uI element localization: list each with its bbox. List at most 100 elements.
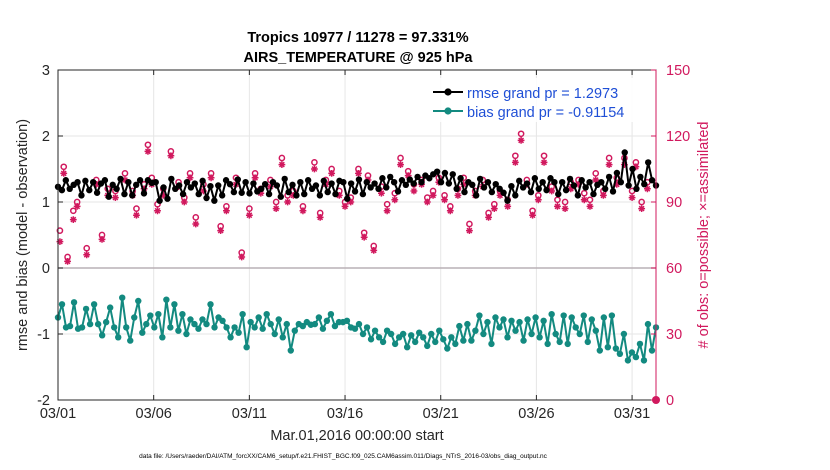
bias-point <box>102 318 110 326</box>
possible-obs-point <box>311 159 318 166</box>
rmse-point <box>500 189 507 196</box>
rmse-point <box>418 179 425 186</box>
rmse-point <box>258 185 265 192</box>
assimilated-obs-point <box>140 185 148 193</box>
rmse-point <box>199 177 206 185</box>
bias-point <box>82 305 90 313</box>
rmse-point <box>191 180 198 187</box>
bias-point <box>484 318 491 326</box>
bias-point <box>363 324 371 331</box>
rmse-point <box>125 179 132 186</box>
assimilated-obs-point <box>360 233 368 241</box>
rmse-point <box>586 179 593 186</box>
bias-point <box>460 337 467 344</box>
bias-point <box>492 314 499 321</box>
assimilated-obs-point <box>192 220 200 228</box>
rmse-point <box>66 185 73 192</box>
possible-obs-point <box>397 154 404 162</box>
bias-point <box>94 320 102 328</box>
x-axis-ticks: 03/01 03/06 03/11 03/16 03/21 03/26 03/31 <box>40 70 650 422</box>
bias-point <box>456 322 463 330</box>
rmse-point <box>504 197 511 204</box>
assimilated-obs-point <box>299 207 307 215</box>
bias-point <box>239 311 246 318</box>
assimilated-obs-point <box>272 205 280 212</box>
assimilated-obs-point <box>154 207 161 215</box>
rmse-point <box>648 177 656 184</box>
possible-obs-point <box>246 205 253 212</box>
rmse-point <box>426 175 433 182</box>
bias-point <box>640 357 648 364</box>
rmse-point <box>355 176 363 183</box>
rmse-point <box>398 177 406 184</box>
rmse-point <box>476 175 484 183</box>
bias-point <box>612 345 620 352</box>
rmse-point <box>179 190 187 198</box>
bias-point <box>584 338 591 346</box>
bias-point <box>223 324 230 331</box>
bias-point <box>556 338 563 346</box>
bias-point <box>299 322 307 330</box>
bias-point <box>532 314 539 321</box>
possible-obs-point <box>272 198 280 206</box>
assimilated-obs-point <box>311 165 318 173</box>
rmse-point <box>551 179 558 186</box>
rmse-point <box>605 173 613 181</box>
rmse-point <box>250 180 257 187</box>
left-y-tick-label: -1 <box>37 327 50 343</box>
rmse-point <box>535 185 542 192</box>
assimilated-obs-point <box>347 198 355 206</box>
possible-obs-point <box>592 170 600 177</box>
right-y-tick-label: 30 <box>666 327 682 343</box>
bias-point <box>167 324 174 331</box>
x-tick-label: 03/21 <box>423 406 459 422</box>
assimilated-obs-point <box>222 207 230 215</box>
bias-point <box>159 334 166 341</box>
rmse-point <box>344 195 351 202</box>
bias-point <box>287 347 294 354</box>
assimilated-obs-point <box>92 181 100 188</box>
bias-point <box>171 301 178 308</box>
rmse-point <box>512 192 519 199</box>
assimilated-obs-point <box>341 203 349 210</box>
bias-point <box>504 334 511 341</box>
rmse-point <box>152 179 159 186</box>
assimilated-obs-point <box>621 161 628 168</box>
assimilated-obs-point <box>133 211 140 219</box>
rmse-point <box>445 180 453 187</box>
bias-point <box>480 330 487 338</box>
assimilated-obs-point <box>167 152 175 160</box>
assimilated-obs-point <box>575 181 582 188</box>
right-axis-zero-marker <box>652 396 660 404</box>
chart-title-line2: AIRS_TEMPERATURE @ 925 hPa <box>243 50 473 66</box>
rmse-point <box>469 181 476 189</box>
bias-point <box>271 330 278 338</box>
rmse-point <box>74 179 81 186</box>
rmse-point <box>129 192 136 199</box>
right-y-tick-label: 150 <box>666 63 690 79</box>
bias-point <box>58 301 66 308</box>
rmse-point <box>347 180 355 187</box>
assimilated-obs-point <box>496 192 504 199</box>
rmse-point <box>301 190 308 198</box>
assimilated-obs-point <box>567 185 575 193</box>
bias-point <box>648 347 656 354</box>
bias-point <box>155 311 162 318</box>
bias-point <box>219 317 226 324</box>
rmse-point <box>304 177 312 184</box>
assimilated-obs-point <box>643 185 651 193</box>
bias-point <box>90 301 98 308</box>
bias-point <box>548 311 555 318</box>
possible-obs-point <box>554 196 561 204</box>
bias-point <box>512 327 519 334</box>
assimilated-obs-point <box>529 211 536 219</box>
rmse-point <box>457 175 464 182</box>
rmse-point <box>136 177 144 184</box>
rmse-point <box>641 180 648 188</box>
plot-area: 03/01 03/06 03/11 03/16 03/21 03/26 03/31 -2 -1… <box>37 63 690 422</box>
bias-series <box>54 294 660 364</box>
bias-point <box>600 314 608 321</box>
rmse-point <box>218 192 226 199</box>
possible-obs-point <box>540 152 548 160</box>
assimilated-obs-point <box>60 170 68 177</box>
